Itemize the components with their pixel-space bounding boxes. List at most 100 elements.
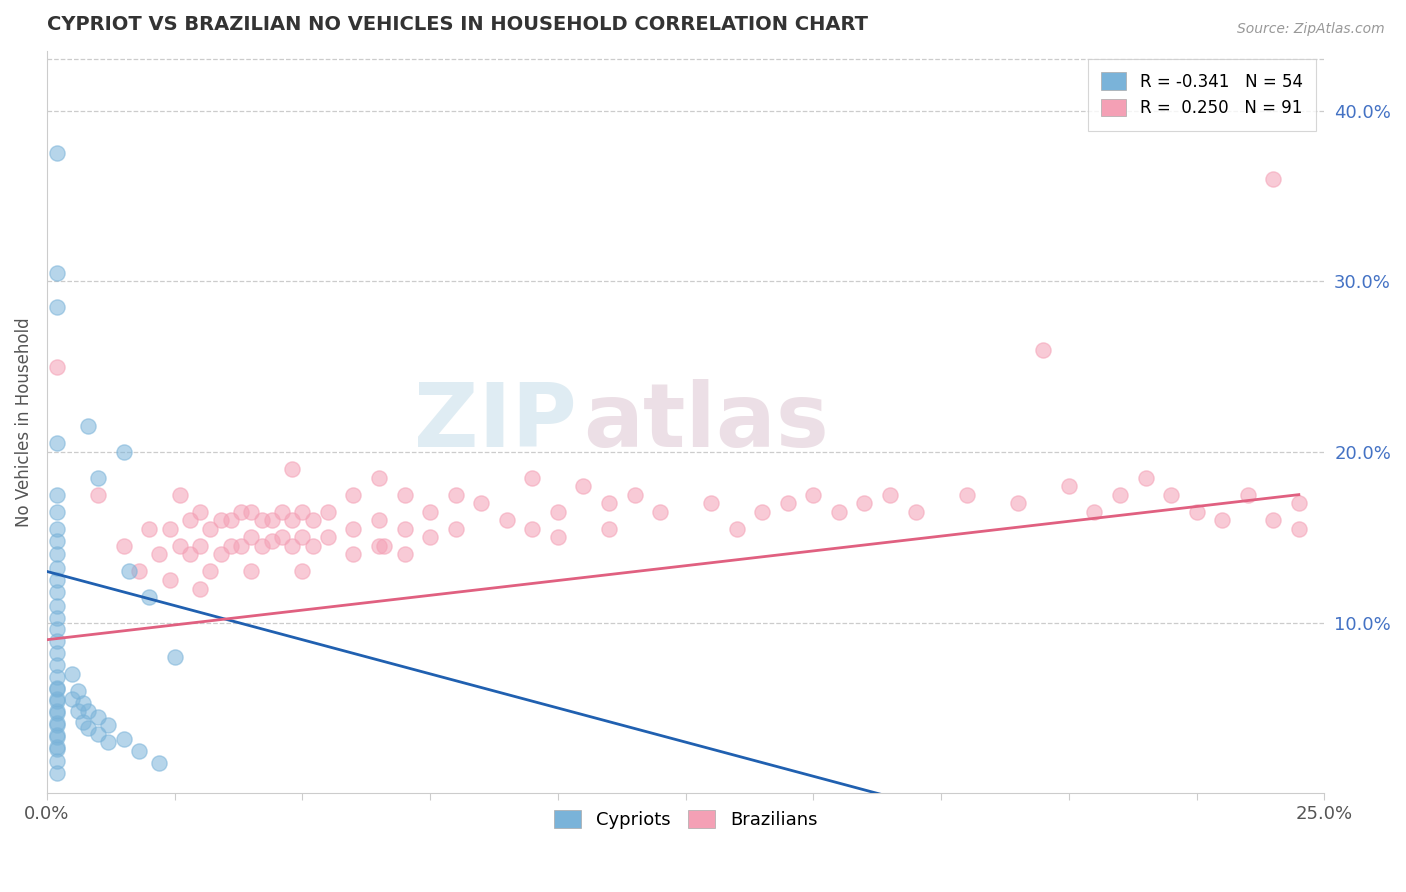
Point [1057, 479, 1080, 493]
Point [163, 649, 186, 664]
Point [46, 705, 69, 719]
Point [62, 666, 84, 681]
Point [301, 539, 323, 553]
Text: atlas: atlas [583, 378, 830, 466]
Point [342, 548, 364, 562]
Point [46, 146, 69, 161]
Point [879, 488, 901, 502]
Point [46, 728, 69, 742]
Point [159, 573, 181, 587]
Point [46, 522, 69, 536]
Point [419, 505, 441, 519]
Point [128, 744, 150, 758]
Point [87, 488, 110, 502]
Point [316, 530, 339, 544]
Point [547, 505, 569, 519]
Point [62, 692, 84, 706]
Point [853, 496, 876, 510]
Point [419, 530, 441, 544]
Point [46, 533, 69, 548]
Point [148, 548, 170, 562]
Point [368, 539, 391, 553]
Point [301, 513, 323, 527]
Text: ZIP: ZIP [415, 378, 576, 466]
Point [46, 716, 69, 731]
Point [46, 706, 69, 720]
Point [46, 488, 69, 502]
Point [250, 513, 273, 527]
Point [373, 539, 395, 553]
Point [97, 718, 120, 732]
Point [598, 496, 620, 510]
Point [200, 522, 222, 536]
Point [1109, 488, 1132, 502]
Point [260, 533, 283, 548]
Point [394, 488, 416, 502]
Point [188, 582, 211, 596]
Point [281, 462, 304, 476]
Point [46, 300, 69, 314]
Point [229, 539, 252, 553]
Point [87, 709, 110, 723]
Point [148, 756, 170, 770]
Point [776, 496, 799, 510]
Point [112, 539, 135, 553]
Point [209, 513, 232, 527]
Point [219, 539, 242, 553]
Point [46, 548, 69, 562]
Point [46, 740, 69, 755]
Point [751, 505, 773, 519]
Point [46, 681, 69, 695]
Point [46, 623, 69, 637]
Point [118, 565, 141, 579]
Point [219, 513, 242, 527]
Point [956, 488, 979, 502]
Point [200, 565, 222, 579]
Point [250, 539, 273, 553]
Point [46, 436, 69, 450]
Point [547, 530, 569, 544]
Point [128, 565, 150, 579]
Point [394, 548, 416, 562]
Point [725, 522, 748, 536]
Point [46, 694, 69, 708]
Point [179, 513, 201, 527]
Point [1185, 505, 1208, 519]
Point [240, 530, 263, 544]
Point [291, 505, 314, 519]
Point [803, 488, 825, 502]
Point [188, 505, 211, 519]
Point [46, 682, 69, 697]
Point [522, 522, 544, 536]
Point [1135, 470, 1157, 484]
Point [46, 718, 69, 732]
Point [46, 670, 69, 684]
Point [572, 479, 595, 493]
Point [66, 705, 89, 719]
Point [46, 646, 69, 660]
Point [1007, 496, 1029, 510]
Point [46, 573, 69, 587]
Point [138, 590, 160, 604]
Point [648, 505, 671, 519]
Point [169, 539, 191, 553]
Point [368, 513, 391, 527]
Point [1288, 522, 1310, 536]
Point [495, 513, 517, 527]
Point [240, 565, 263, 579]
Point [76, 705, 98, 719]
Point [46, 742, 69, 756]
Point [209, 548, 232, 562]
Point [46, 658, 69, 673]
Legend: Cypriots, Brazilians: Cypriots, Brazilians [547, 803, 824, 837]
Point [904, 505, 927, 519]
Point [1236, 488, 1258, 502]
Point [260, 513, 283, 527]
Point [76, 722, 98, 736]
Point [46, 692, 69, 706]
Point [316, 505, 339, 519]
Point [87, 726, 110, 740]
Point [1032, 343, 1054, 357]
Point [444, 522, 467, 536]
Point [342, 522, 364, 536]
